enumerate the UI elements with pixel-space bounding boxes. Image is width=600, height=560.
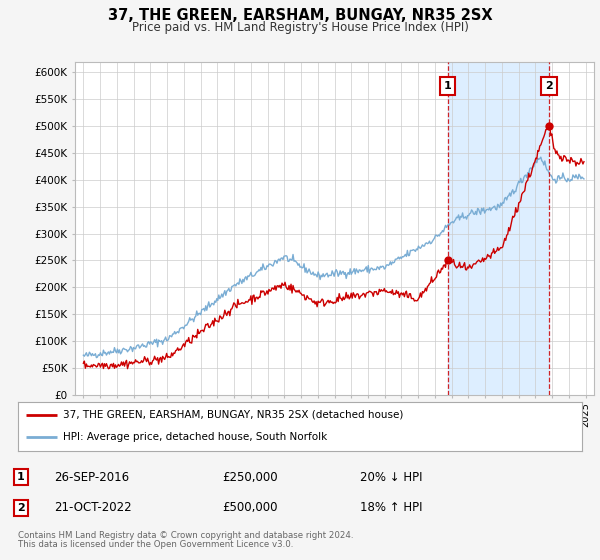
Text: 20% ↓ HPI: 20% ↓ HPI [360,470,422,484]
Text: 1: 1 [17,472,25,482]
Text: This data is licensed under the Open Government Licence v3.0.: This data is licensed under the Open Gov… [18,540,293,549]
Text: 2: 2 [545,81,553,91]
Text: 21-OCT-2022: 21-OCT-2022 [54,501,131,515]
Text: 37, THE GREEN, EARSHAM, BUNGAY, NR35 2SX: 37, THE GREEN, EARSHAM, BUNGAY, NR35 2SX [107,8,493,24]
Text: £500,000: £500,000 [222,501,277,515]
Text: Contains HM Land Registry data © Crown copyright and database right 2024.: Contains HM Land Registry data © Crown c… [18,531,353,540]
Bar [448,62,549,395]
Text: HPI: Average price, detached house, South Norfolk: HPI: Average price, detached house, Sout… [63,432,328,442]
Text: 1: 1 [443,81,451,91]
Text: 2: 2 [17,503,25,513]
Text: 26-SEP-2016: 26-SEP-2016 [54,470,129,484]
Text: Price paid vs. HM Land Registry's House Price Index (HPI): Price paid vs. HM Land Registry's House … [131,21,469,34]
Text: 18% ↑ HPI: 18% ↑ HPI [360,501,422,515]
Text: 37, THE GREEN, EARSHAM, BUNGAY, NR35 2SX (detached house): 37, THE GREEN, EARSHAM, BUNGAY, NR35 2SX… [63,410,403,420]
Text: £250,000: £250,000 [222,470,278,484]
